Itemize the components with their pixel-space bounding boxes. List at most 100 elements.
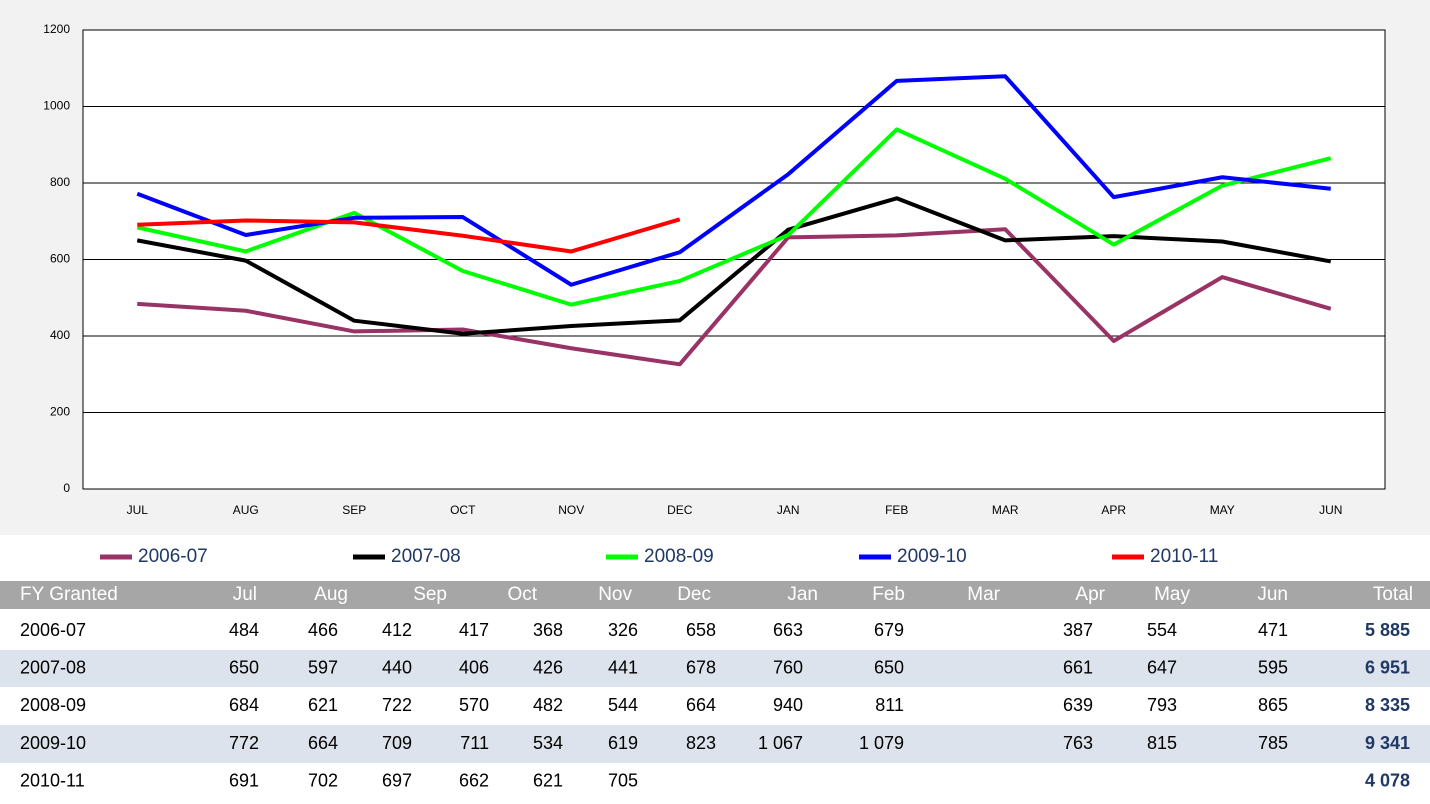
table-cell: 811 [875, 695, 904, 715]
table-cell: 417 [459, 620, 489, 640]
table-cell: 2006-07 [20, 620, 86, 640]
table-cell: 484 [229, 620, 259, 640]
table-cell: 426 [533, 657, 563, 677]
table-cell: 387 [1063, 620, 1093, 640]
table-header: Jun [1257, 584, 1288, 605]
table-cell: 647 [1147, 657, 1177, 677]
legend-label: 2007-08 [391, 546, 461, 567]
x-tick-label: DEC [667, 503, 693, 517]
table-cell: 658 [686, 620, 716, 640]
y-tick-label: 200 [50, 405, 70, 419]
table-cell: 691 [229, 771, 259, 791]
table-cell: 1 067 [758, 733, 803, 753]
table-cell: 650 [229, 657, 259, 677]
x-tick-label: JUN [1319, 503, 1342, 517]
table-cell: 595 [1258, 657, 1288, 677]
table-cell: 661 [1063, 657, 1093, 677]
table-cell: 1 079 [859, 733, 904, 753]
table-cell: 684 [229, 695, 259, 715]
table-cell: 679 [874, 620, 904, 640]
table-cell: 722 [382, 695, 412, 715]
table-cell: 763 [1063, 733, 1093, 753]
table-header: May [1154, 584, 1190, 605]
legend-label: 2006-07 [138, 546, 208, 567]
table-cell: 406 [459, 657, 489, 677]
x-tick-label: SEP [342, 503, 366, 517]
table-total: 6 951 [1365, 657, 1410, 677]
table-header: Sep [413, 584, 447, 605]
series-line [137, 227, 1332, 367]
table-header: Mar [967, 584, 1000, 605]
table-cell: 326 [608, 620, 638, 640]
table-cell: 940 [773, 695, 803, 715]
table-cell: 534 [533, 733, 563, 753]
table-cell: 711 [460, 733, 489, 753]
table-cell: 466 [308, 620, 338, 640]
table-cell: 865 [1258, 695, 1288, 715]
row-band [0, 725, 1430, 763]
table-total: 8 335 [1365, 695, 1410, 715]
table-cell: 621 [308, 695, 338, 715]
table-cell: 2007-08 [20, 657, 86, 677]
legend-label: 2009-10 [897, 546, 967, 567]
table-cell: 621 [533, 771, 563, 791]
table-cell: 785 [1258, 733, 1288, 753]
table-cell: 697 [382, 771, 412, 791]
table-header: Oct [507, 584, 537, 605]
table-header: Aug [314, 584, 348, 605]
table-total: 4 078 [1365, 771, 1410, 791]
table-header: Jul [233, 584, 257, 605]
table-cell: 709 [382, 733, 412, 753]
x-tick-label: MAY [1210, 503, 1235, 517]
table-cell: 2009-10 [20, 733, 86, 753]
table-cell: 368 [533, 620, 563, 640]
table-cell: 412 [382, 620, 412, 640]
table-cell: 793 [1147, 695, 1177, 715]
table-header: Apr [1075, 584, 1105, 605]
table-cell: 639 [1063, 695, 1093, 715]
series-line [136, 196, 1332, 336]
table-header: Dec [677, 584, 711, 605]
table-cell: 570 [459, 695, 489, 715]
table-total: 9 341 [1365, 733, 1410, 753]
table-header: Nov [598, 584, 632, 605]
table-cell: 772 [229, 733, 259, 753]
table-header: Feb [872, 584, 905, 605]
x-tick-label: NOV [558, 503, 584, 517]
y-tick-label: 0 [63, 481, 70, 495]
table-cell: 678 [686, 657, 716, 677]
legend-label: 2010-11 [1150, 546, 1218, 567]
table-cell: 597 [308, 657, 338, 677]
table-cell: 440 [382, 657, 412, 677]
table-cell: 702 [308, 771, 338, 791]
y-tick-label: 1200 [43, 22, 70, 36]
table-cell: 664 [308, 733, 338, 753]
table-cell: 760 [773, 657, 803, 677]
row-band [0, 650, 1430, 687]
table-cell: 650 [874, 657, 904, 677]
y-tick-label: 600 [50, 252, 70, 266]
plot-border [82, 29, 1386, 490]
table-header: Total [1373, 584, 1413, 605]
x-tick-label: JAN [777, 503, 800, 517]
table-header-bg [0, 581, 1430, 609]
x-tick-label: FEB [885, 503, 908, 517]
table-cell: 705 [608, 771, 638, 791]
table-cell: 664 [686, 695, 716, 715]
table-cell: 471 [1258, 620, 1288, 640]
x-tick-label: AUG [233, 503, 259, 517]
table-header: FY Granted [20, 584, 118, 605]
table-total: 5 885 [1365, 620, 1410, 640]
table-cell: 823 [686, 733, 716, 753]
y-tick-label: 800 [50, 175, 70, 189]
x-tick-label: JUL [127, 503, 149, 517]
y-tick-label: 400 [50, 328, 70, 342]
table-header: Jan [787, 584, 818, 605]
table-cell: 482 [533, 695, 563, 715]
table-cell: 2010-11 [20, 771, 85, 791]
legend-label: 2008-09 [644, 546, 714, 567]
table-cell: 619 [608, 733, 638, 753]
x-tick-label: OCT [450, 503, 476, 517]
table-cell: 544 [608, 695, 638, 715]
